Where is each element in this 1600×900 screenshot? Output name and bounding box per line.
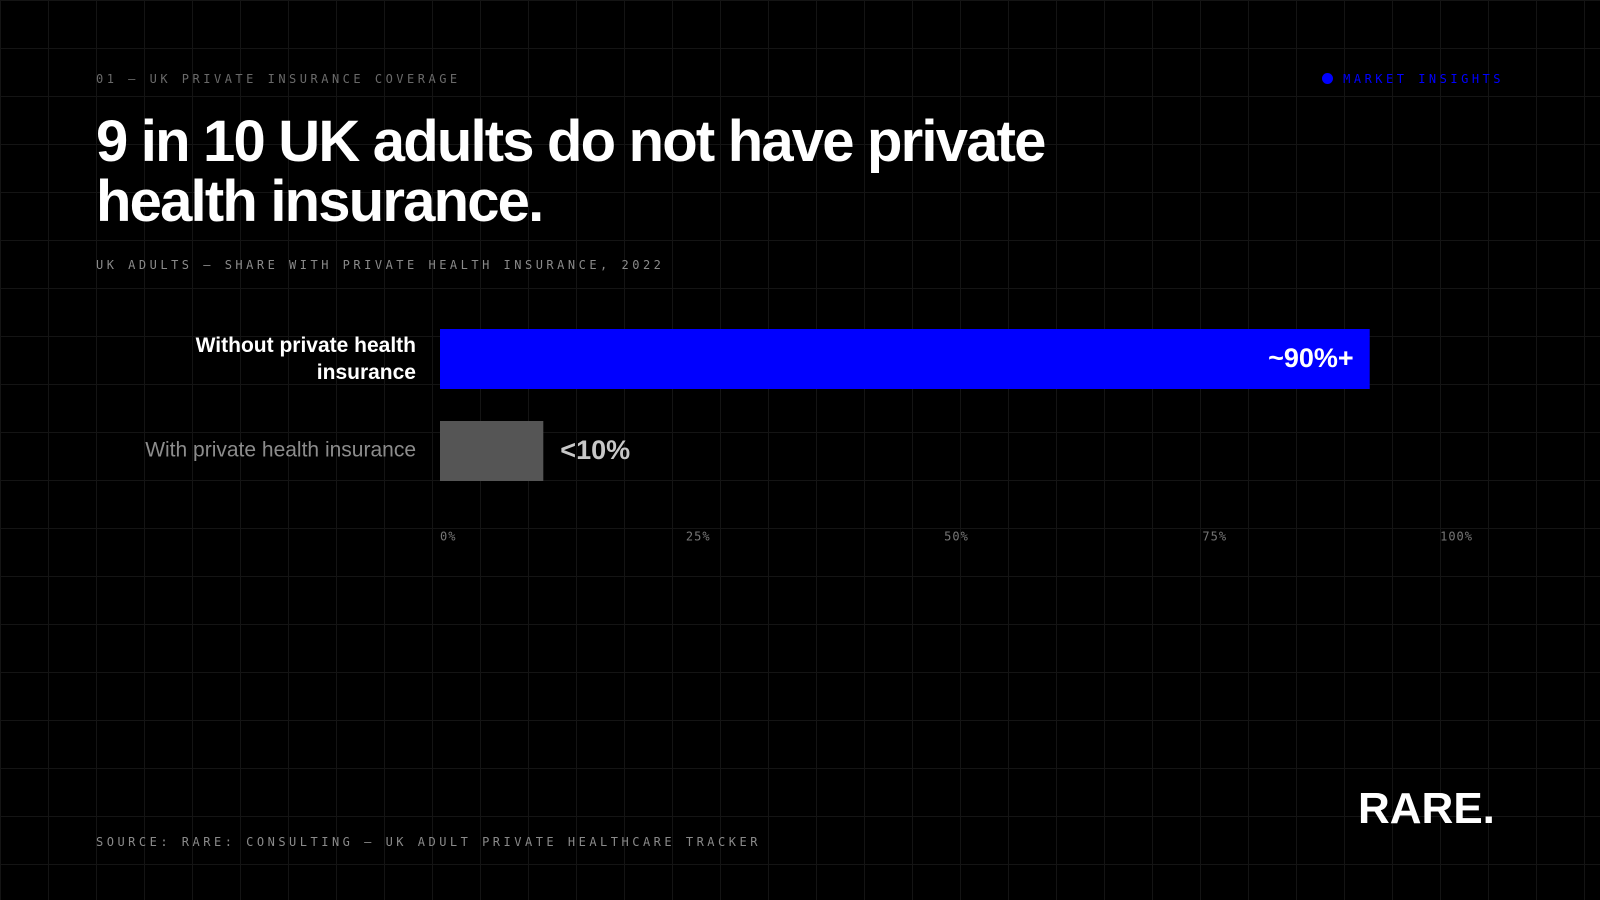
x-tick-label: 0% [440, 530, 456, 544]
eyebrow: 01 — UK PRIVATE INSURANCE COVERAGE [96, 72, 461, 86]
x-tick-label: 100% [1440, 530, 1473, 544]
x-tick-label: 50% [944, 530, 969, 544]
x-tick-label: 25% [686, 530, 711, 544]
chart-title: 9 in 10 UK adults do not have private he… [96, 109, 1046, 234]
category-label: Without private health insurance [196, 334, 416, 384]
value-label: ~90%+ [1268, 343, 1354, 373]
x-tick-label: 75% [1202, 530, 1227, 544]
logo: RARE. [1358, 784, 1495, 833]
tag: MARKET INSIGHTS [1322, 72, 1504, 86]
chart-subtitle: UK ADULTS — SHARE WITH PRIVATE HEALTH IN… [96, 258, 665, 272]
value-label: <10% [560, 435, 630, 465]
bar [440, 421, 544, 481]
source: SOURCE: RARE: CONSULTING — UK ADULT PRIV… [96, 835, 761, 849]
chart: 0% 25% 50% 75% 100% ~90%+ Without private heal… [145, 329, 1473, 544]
category-label: With private health insurance [145, 439, 416, 462]
bar [440, 329, 1370, 389]
